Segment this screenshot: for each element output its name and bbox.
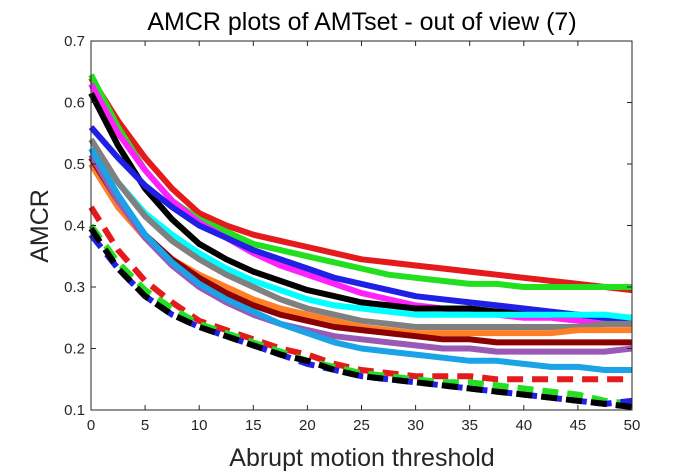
y-tick-label: 0.4: [64, 218, 85, 235]
chart-title: AMCR plots of AMTset - out of view (7): [147, 8, 576, 36]
series-line-14: [88, 232, 633, 407]
series-line-2: [88, 73, 632, 290]
x-axis: 0 5 10 15 20 25 30 35 40 45 50: [87, 41, 641, 434]
series-line-15: [88, 226, 633, 410]
y-tick-label: 0.5: [64, 156, 85, 173]
plot-area: [88, 73, 633, 410]
series-line-5: [88, 125, 633, 324]
x-tick-label: 20: [299, 417, 316, 434]
y-tick-label: 0.1: [64, 402, 85, 419]
y-tick-label: 0.6: [64, 95, 85, 112]
x-tick-label: 0: [87, 417, 95, 434]
x-tick-label: 35: [461, 417, 478, 434]
x-tick-label: 5: [141, 417, 149, 434]
y-tick-label: 0.7: [64, 33, 85, 50]
x-tick-label: 30: [407, 417, 424, 434]
series-line-6: [88, 146, 633, 321]
series-line-1: [88, 76, 633, 294]
y-axis: 0.1 0.2 0.3 0.4 0.5 0.6 0.7: [64, 33, 632, 419]
series-line-9: [88, 156, 632, 346]
x-tick-label: 25: [353, 417, 370, 434]
axes-box: [90, 40, 633, 411]
y-axis-label: AMCR: [26, 189, 54, 263]
series-line-12: [88, 205, 632, 383]
x-tick-label: 15: [245, 417, 262, 434]
x-tick-label: 45: [570, 417, 587, 434]
series-line-13: [88, 223, 633, 407]
series-line-3: [88, 82, 632, 327]
series-line-7: [88, 137, 632, 330]
x-tick-label: 10: [191, 417, 208, 434]
y-tick-label: 0.2: [64, 341, 85, 358]
x-axis-label: Abrupt motion threshold: [229, 444, 494, 472]
x-tick-label: 40: [515, 417, 532, 434]
series-line-11: [88, 147, 632, 373]
x-tick-label: 50: [624, 417, 641, 434]
y-tick-label: 0.3: [64, 279, 85, 296]
